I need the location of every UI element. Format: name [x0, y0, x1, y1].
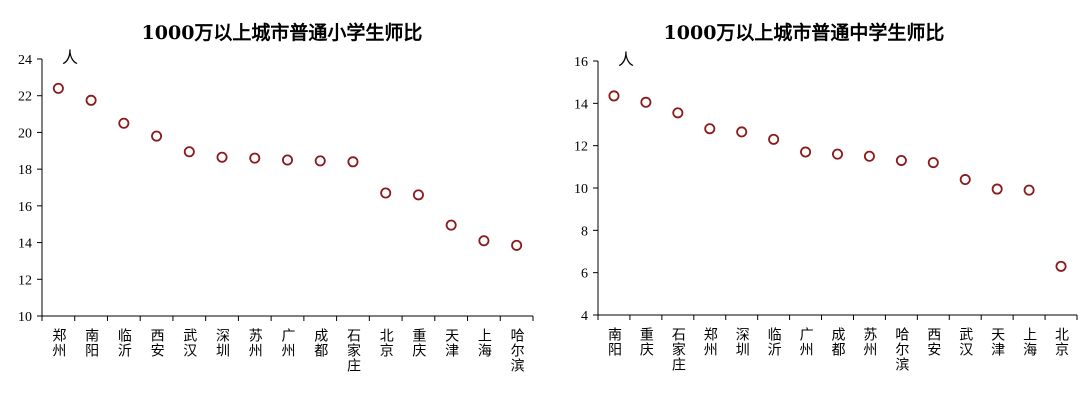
data-point — [895, 154, 907, 166]
y-tick-label: 18 — [18, 163, 32, 178]
category-label: 广州 — [798, 327, 814, 357]
data-point — [445, 219, 457, 231]
data-point — [672, 107, 684, 119]
data-point — [511, 239, 523, 251]
chart-title: 1000万以上城市普通中学生师比 — [663, 22, 945, 44]
y-tick-label: 22 — [18, 90, 32, 105]
data-point — [1023, 184, 1035, 196]
y-tick-label: 4 — [581, 309, 588, 324]
y-tick-label: 8 — [581, 224, 588, 239]
data-point — [412, 189, 424, 201]
category-label: 北京 — [378, 328, 394, 358]
y-tick-label: 12 — [18, 273, 32, 288]
data-point — [347, 156, 359, 168]
data-point — [640, 96, 652, 108]
category-label: 苏州 — [247, 328, 263, 358]
category-label: 广州 — [280, 328, 296, 358]
data-point — [118, 117, 130, 129]
y-tick-label: 16 — [18, 200, 32, 215]
data-point — [183, 146, 195, 158]
data-point — [151, 130, 163, 142]
y-tick-label: 16 — [574, 55, 588, 70]
category-label: 武汉 — [181, 328, 197, 358]
category-label: 上海 — [1021, 327, 1037, 357]
category-label: 重庆 — [410, 328, 426, 358]
category-label: 上海 — [476, 328, 492, 358]
data-point — [478, 235, 490, 247]
data-point — [216, 151, 228, 163]
category-label: 深圳 — [734, 327, 750, 357]
data-point — [991, 183, 1003, 195]
category-label: 成都 — [312, 328, 328, 358]
y-tick-label: 6 — [581, 267, 588, 282]
y-tick-label: 14 — [574, 97, 588, 112]
y-tick-label: 24 — [18, 53, 32, 68]
data-point — [736, 126, 748, 138]
data-point — [831, 148, 843, 160]
unit-label: 人 — [62, 48, 78, 67]
data-point — [52, 82, 64, 94]
data-point — [959, 174, 971, 186]
data-point — [704, 123, 716, 135]
y-tick-label: 10 — [574, 182, 588, 197]
data-point — [314, 155, 326, 167]
data-point — [249, 152, 261, 164]
data-point — [768, 133, 780, 145]
category-label: 南阳 — [83, 328, 99, 358]
primary-school-chart: 1000万以上城市普通小学生师比 10 12 14 16 18 20 22 24 人郑州 南阳 临沂… — [18, 22, 534, 373]
category-label: 南阳 — [606, 327, 622, 357]
secondary-school-chart: 1000万以上城市普通中学生师比 4 6 8 10 12 14 16 人南阳 重庆 石家庄 郑州 深圳… — [540, 0, 1080, 402]
category-label: 西安 — [925, 327, 941, 357]
category-label: 临沂 — [116, 328, 132, 358]
category-label: 石家庄 — [345, 328, 361, 373]
y-tick-label: 20 — [18, 126, 32, 141]
category-label: 北京 — [1053, 327, 1069, 357]
category-label: 武汉 — [957, 327, 973, 357]
y-tick-label: 10 — [18, 310, 32, 325]
data-point — [380, 187, 392, 199]
y-tick-label: 12 — [574, 140, 588, 155]
data-point — [85, 94, 97, 106]
data-point — [927, 157, 939, 169]
category-label: 西安 — [149, 328, 165, 358]
data-point — [281, 154, 293, 166]
category-label: 天津 — [989, 327, 1005, 357]
category-label: 成都 — [830, 327, 846, 357]
category-label: 哈尔滨 — [509, 328, 525, 373]
data-point — [863, 150, 875, 162]
y-tick-label: 14 — [18, 237, 32, 252]
category-label: 郑州 — [50, 328, 66, 358]
data-point — [800, 146, 812, 158]
chart-title: 1000万以上城市普通小学生师比 — [141, 22, 423, 44]
category-label: 苏州 — [861, 327, 877, 357]
primary-school-plot: 10 12 14 16 18 20 22 24 人郑州 南阳 临沂 西安 武汉 深圳 苏州 广州 成都 石家庄 北京… — [18, 48, 534, 373]
data-point — [608, 90, 620, 102]
category-label: 临沂 — [766, 327, 782, 357]
category-label: 石家庄 — [670, 327, 686, 372]
data-point — [1055, 260, 1067, 272]
category-label: 郑州 — [702, 327, 718, 357]
secondary-school-plot: 4 6 8 10 12 14 16 人南阳 重庆 石家庄 郑州 深圳 临沂 广州 成都 苏州 哈尔滨 西安 武汉 天津… — [574, 50, 1078, 372]
unit-label: 人 — [618, 50, 634, 69]
category-label: 天津 — [443, 328, 459, 358]
category-label: 重庆 — [638, 327, 654, 357]
category-label: 哈尔滨 — [893, 327, 909, 372]
category-label: 深圳 — [214, 328, 230, 358]
